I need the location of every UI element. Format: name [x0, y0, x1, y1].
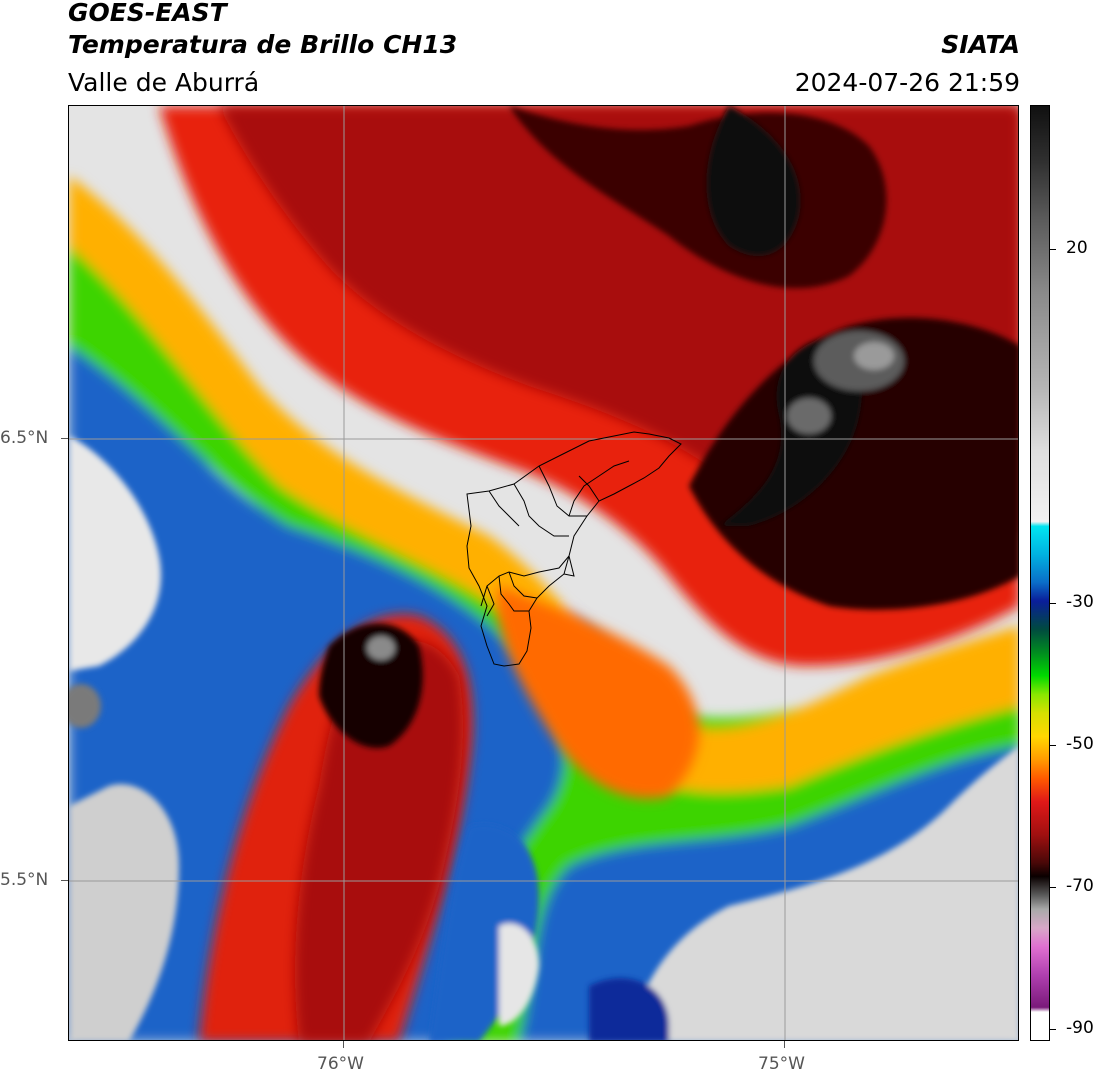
colorbar-tick-minus90: [1050, 1029, 1056, 1030]
title-satellite: GOES-EAST: [68, 0, 227, 27]
lon-tick-76w: [343, 1041, 344, 1048]
satellite-map: [68, 105, 1019, 1041]
colorbar-label-minus50: -50: [1066, 734, 1094, 754]
lon-label-75w: 75°W: [758, 1054, 805, 1074]
lat-tick-6-5n: [61, 438, 68, 439]
lat-label-6-5n: 6.5°N: [0, 428, 49, 448]
colorbar-label-20: 20: [1066, 238, 1088, 258]
colorbar-tick-minus30: [1050, 603, 1056, 604]
lon-tick-75w: [784, 1041, 785, 1048]
timestamp-label: 2024-07-26 21:59: [794, 68, 1020, 97]
colorbar-label-minus90: -90: [1066, 1018, 1094, 1038]
colorbar-tick-20: [1050, 249, 1056, 250]
colorbar-tick-minus70: [1050, 887, 1056, 888]
colorbar-tick-minus50: [1050, 745, 1056, 746]
brightness-temperature-field: [69, 106, 1018, 1040]
title-product: Temperatura de Brillo CH13: [68, 30, 458, 59]
lon-label-76w: 76°W: [317, 1054, 364, 1074]
temperature-colorbar: [1030, 105, 1050, 1041]
aburra-valley-boundaries: [466, 431, 682, 667]
colorbar-label-minus70: -70: [1066, 876, 1094, 896]
organization-label: SIATA: [941, 30, 1020, 59]
lat-label-5-5n: 5.5°N: [0, 870, 49, 890]
lat-tick-5-5n: [61, 880, 68, 881]
colorbar-label-minus30: -30: [1066, 592, 1094, 612]
title-region: Valle de Aburrá: [68, 68, 260, 97]
